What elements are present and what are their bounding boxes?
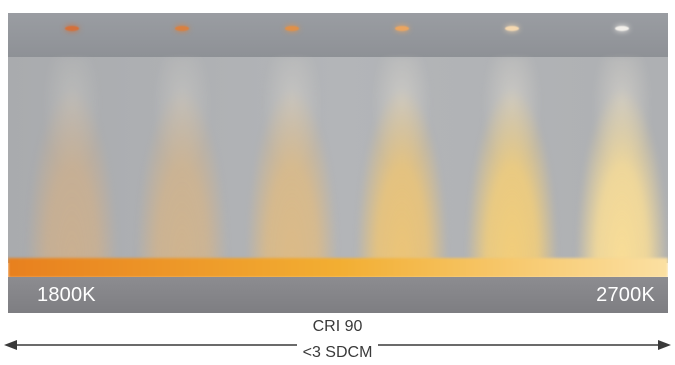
- spec-area: CRI 90 <3 SDCM: [0, 313, 675, 365]
- light-2520k-beam: [463, 57, 561, 263]
- sdcm-text: <3 SDCM: [296, 344, 379, 362]
- end-temperature-label: 2700K: [596, 284, 655, 306]
- light-2160k-beam: [243, 57, 341, 263]
- light-2340k-fixture-icon: [395, 26, 409, 31]
- arrow-left-head: [4, 340, 17, 350]
- light-2340k-beam: [353, 57, 451, 263]
- color-temperature-strip: [8, 258, 668, 278]
- arrow-right-head: [658, 340, 671, 350]
- light-1800k-beam: [23, 57, 121, 263]
- light-1980k-beam: [133, 57, 231, 263]
- light-2700k-beam: [573, 57, 668, 263]
- light-1980k-fixture-icon: [175, 26, 189, 31]
- light-temperature-panel: 1800K 2700K: [8, 13, 668, 313]
- light-2520k-fixture-icon: [505, 26, 519, 31]
- start-temperature-label: 1800K: [37, 284, 96, 306]
- ceiling: [8, 13, 668, 57]
- light-2160k-fixture-icon: [285, 26, 299, 31]
- floor-band: [8, 277, 668, 313]
- light-1800k-fixture-icon: [65, 26, 79, 31]
- cri-text: CRI 90: [312, 318, 363, 335]
- light-2700k-fixture-icon: [615, 26, 629, 31]
